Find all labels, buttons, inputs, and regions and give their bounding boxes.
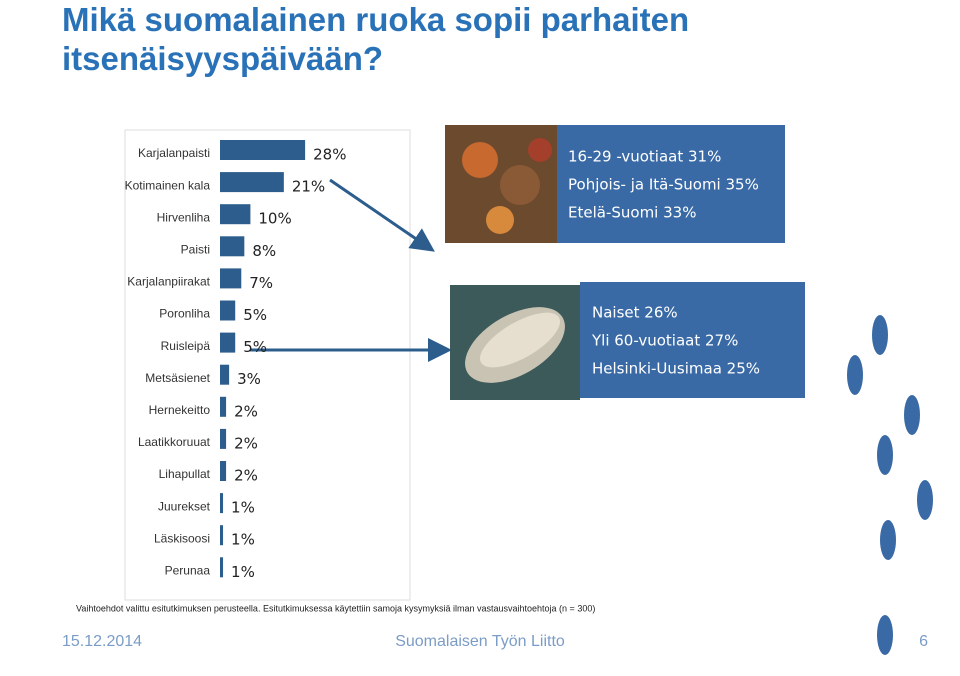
bar [220, 172, 284, 193]
bar [220, 525, 224, 546]
callout-text: Naiset 26% [592, 304, 678, 322]
category-label: Karjalanpiirakat [127, 275, 210, 289]
bar [220, 236, 245, 257]
bar [220, 396, 227, 417]
chart-frame [124, 129, 411, 601]
callout-box [580, 282, 805, 398]
bar [220, 493, 224, 514]
footer-page: 6 [919, 633, 928, 650]
callout-text: 16-29 -vuotiaat 31% [568, 148, 721, 166]
food-photo-2 [450, 285, 580, 400]
bar [220, 428, 227, 449]
category-label: Laatikkoruuat [138, 435, 211, 449]
value-label: 28% [313, 146, 346, 164]
value-label: 7% [249, 274, 273, 292]
category-label: Juurekset [158, 499, 211, 513]
category-label: Lihapullat [159, 467, 211, 481]
category-label: Poronliha [159, 307, 210, 321]
footer-date: 15.12.2014 [62, 633, 142, 650]
bar [220, 557, 224, 578]
value-label: 2% [234, 467, 258, 485]
category-label: Kotimainen kala [125, 178, 211, 192]
category-label: Ruisleipä [161, 339, 211, 353]
value-label: 8% [252, 242, 276, 260]
bar [220, 204, 251, 225]
value-label: 1% [231, 563, 255, 581]
bar [220, 300, 236, 321]
bar [220, 268, 242, 289]
value-label: 1% [231, 499, 255, 517]
footer-organization: Suomalaisen Työn Liitto [395, 633, 565, 650]
category-label: Läskisoosi [154, 531, 210, 545]
bar [220, 364, 230, 385]
bar [220, 332, 236, 353]
slide-title: Mikä suomalainen ruoka sopii parhaiten i… [62, 1, 690, 77]
callout-text: Etelä-Suomi 33% [568, 204, 696, 222]
category-label: Perunaa [165, 563, 211, 577]
footprints [847, 315, 933, 655]
bar [220, 461, 227, 481]
category-label: Paisti [181, 242, 210, 256]
callout-box [557, 125, 785, 243]
value-label: 2% [234, 402, 258, 420]
arrow [329, 178, 435, 252]
value-label: 5% [243, 306, 267, 324]
category-label: Hernekeitto [149, 403, 211, 417]
food-photo-1 [445, 125, 560, 243]
category-label: Metsäsienet [145, 371, 210, 385]
category-label: Hirvenliha [157, 210, 211, 224]
value-label: 2% [234, 434, 258, 452]
callout-text: Pohjois- ja Itä-Suomi 35% [568, 176, 759, 194]
value-label: 3% [237, 370, 261, 388]
bar [220, 140, 306, 160]
value-label: 5% [243, 338, 267, 356]
category-label: Karjalanpaisti [138, 146, 210, 160]
footnote: Vaihtoehdot valittu esitutkimuksen perus… [76, 603, 595, 613]
callout-text: Yli 60-vuotiaat 27% [591, 332, 738, 350]
callout-text: Helsinki-Uusimaa 25% [592, 360, 760, 378]
value-label: 21% [292, 178, 325, 196]
value-label: 1% [231, 531, 255, 549]
value-label: 10% [258, 210, 291, 228]
